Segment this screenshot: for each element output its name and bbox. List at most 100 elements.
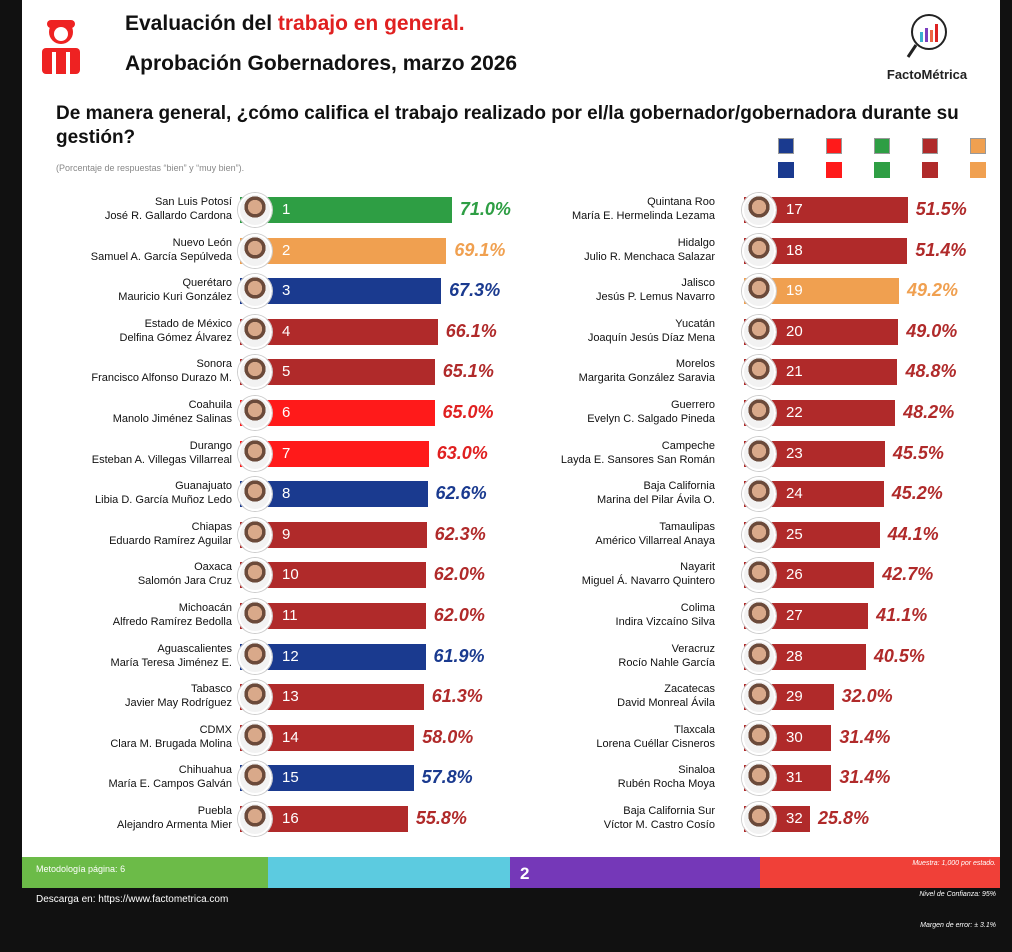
rank: 21: [786, 363, 803, 381]
rank: 30: [786, 728, 803, 746]
rank: 5: [282, 363, 291, 381]
value-label: 65.0%: [442, 402, 494, 422]
governor-name: Javier May Rodríguez: [125, 697, 232, 710]
bar-row: Tabasco Javier May Rodríguez 13 61.3%: [22, 679, 1000, 715]
bar-row: Puebla Alejandro Armenta Mier 16 55.8%: [22, 801, 1000, 837]
legend-swatch: [922, 162, 938, 178]
governor-photo: [742, 517, 776, 552]
governor-label: Coahuila Manolo Jiménez Salinas: [12, 398, 232, 426]
governor-name: Jesús P. Lemus Navarro: [595, 291, 715, 304]
value-label: 55.8%: [415, 808, 467, 828]
governor-label: Sonora Francisco Alfonso Durazo M.: [12, 357, 232, 385]
value-label: 40.5%: [873, 645, 925, 666]
governor-photo: [742, 314, 776, 349]
governor-name: Indira Vizcaíno Silva: [615, 616, 715, 628]
bar: [240, 400, 435, 426]
governor-label: Hidalgo Julio R. Menchaca Salazar: [535, 236, 715, 264]
governor-label: Durango Esteban A. Villegas Villarreal: [12, 439, 232, 467]
governor-name: Rocío Nahle García: [618, 656, 715, 669]
governor-label: Campeche Layda E. Sansores San Román: [535, 439, 715, 467]
governor-photo: [238, 233, 272, 268]
governor-photo: [742, 639, 776, 674]
governor-name: Marina del Pilar Ávila O.: [597, 494, 715, 507]
value-label: 71.0%: [459, 199, 511, 219]
bar-row: Jalisco Jesús P. Lemus Navarro 19 49.2%: [22, 273, 1000, 309]
governor-label: Zacatecas David Monreal Ávila: [535, 682, 715, 710]
legend-item: [778, 138, 794, 178]
legend-swatch: [778, 162, 794, 178]
governor-photo: [238, 477, 272, 512]
state-name: Yucatán: [675, 317, 715, 330]
state-name: San Luis Potosí: [154, 196, 232, 208]
state-name: Guerrero: [670, 399, 715, 411]
governor-photo: [742, 761, 776, 796]
governor-name: Eduardo Ramírez Aguilar: [109, 534, 232, 547]
legend-swatch: [874, 162, 890, 178]
bar: [240, 359, 435, 386]
value-label: 31.4%: [839, 767, 891, 788]
value-label: 63.0%: [436, 442, 488, 463]
bar-row: Veracruz Rocío Nahle García 28 40.5%: [22, 639, 1000, 675]
sample-text: Muestra: 1,000 por estado.: [912, 860, 996, 867]
governor-label: Chihuahua María E. Campos Galván: [12, 763, 233, 791]
governor-name: Esteban A. Villegas Villarreal: [91, 453, 232, 466]
governor-photo: [742, 802, 776, 836]
governor-photo: [742, 720, 776, 755]
governor-photo: [238, 193, 272, 227]
value-label: 45.2%: [891, 483, 943, 504]
rank: 25: [786, 525, 803, 543]
bar-row: Chiapas Eduardo Ramírez Aguilar 9 62.3%: [22, 517, 1000, 553]
governor-label: Baja California Marina del Pilar Ávila O.: [535, 479, 715, 507]
bar-row: Quintana Roo María E. Hermelinda Lezama 1…: [22, 192, 1000, 228]
governor-label: Yucatán Joaquín Jesús Díaz Mena: [535, 317, 715, 345]
rank: 26: [786, 566, 803, 584]
state-name: Morelos: [675, 358, 715, 371]
rank: 27: [786, 607, 803, 624]
state-name: Colima: [680, 602, 715, 614]
bar-row: Sonora Francisco Alfonso Durazo M. 5 65.1…: [22, 354, 1000, 390]
value-label: 44.1%: [887, 523, 939, 544]
state-name: Sonora: [196, 358, 232, 371]
governor-photo: [742, 233, 776, 268]
governor-name: Francisco Alfonso Durazo M.: [91, 372, 232, 385]
state-name: Oaxaca: [194, 561, 232, 574]
bar-row: Campeche Layda E. Sansores San Román 23 4…: [22, 436, 1000, 472]
governor-label: Tamaulipas Américo Villarreal Anaya: [535, 520, 715, 548]
governor-name: Manolo Jiménez Salinas: [112, 413, 232, 425]
state-name: Nayarit: [680, 561, 715, 574]
state-name: Michoacán: [178, 602, 232, 614]
governor-name: Julio R. Menchaca Salazar: [584, 250, 715, 263]
note: (Porcentaje de respuestas “bien” y “muy …: [56, 163, 245, 173]
value-label: 51.4%: [915, 239, 967, 260]
title-prefix: Evaluación del: [125, 12, 278, 35]
party-logo-icon: [778, 138, 794, 154]
rank: 9: [282, 525, 291, 543]
state-name: Estado de México: [144, 317, 232, 330]
footer: Metodología página: 6 Descarga en: https…: [22, 857, 1000, 929]
governor-label: Guerrero Evelyn C. Salgado Pineda: [535, 398, 715, 426]
governor-name: David Monreal Ávila: [617, 697, 715, 710]
rank: 1: [282, 201, 291, 218]
governor-name: Evelyn C. Salgado Pineda: [587, 413, 715, 425]
governor-name: María Teresa Jiménez E.: [110, 656, 232, 669]
governor-photo: [238, 558, 272, 593]
legend-item: [922, 138, 938, 178]
governor-photo: [742, 355, 776, 390]
value-label: 32.0%: [841, 686, 893, 707]
state-name: Quintana Roo: [647, 196, 715, 208]
governor-name: Delfina Gómez Álvarez: [119, 331, 233, 344]
governor-label: Oaxaca Salomón Jara Cruz: [12, 560, 232, 588]
legend-item: [874, 138, 890, 178]
sample-info: Muestra: 1,000 por estado. Nivel de Conf…: [760, 857, 1000, 929]
party-logo-icon: [970, 138, 986, 154]
state-name: Puebla: [197, 805, 232, 817]
value-label: 51.5%: [915, 199, 967, 219]
state-name: Tabasco: [191, 683, 232, 696]
governor-photo: [238, 355, 272, 390]
party-logo-icon: [874, 138, 890, 154]
state-name: Querétaro: [182, 277, 232, 290]
governor-label: Querétaro Mauricio Kuri González: [12, 276, 232, 304]
worker-icon: [42, 20, 80, 74]
rank: 4: [282, 322, 291, 340]
rank: 10: [282, 566, 299, 584]
